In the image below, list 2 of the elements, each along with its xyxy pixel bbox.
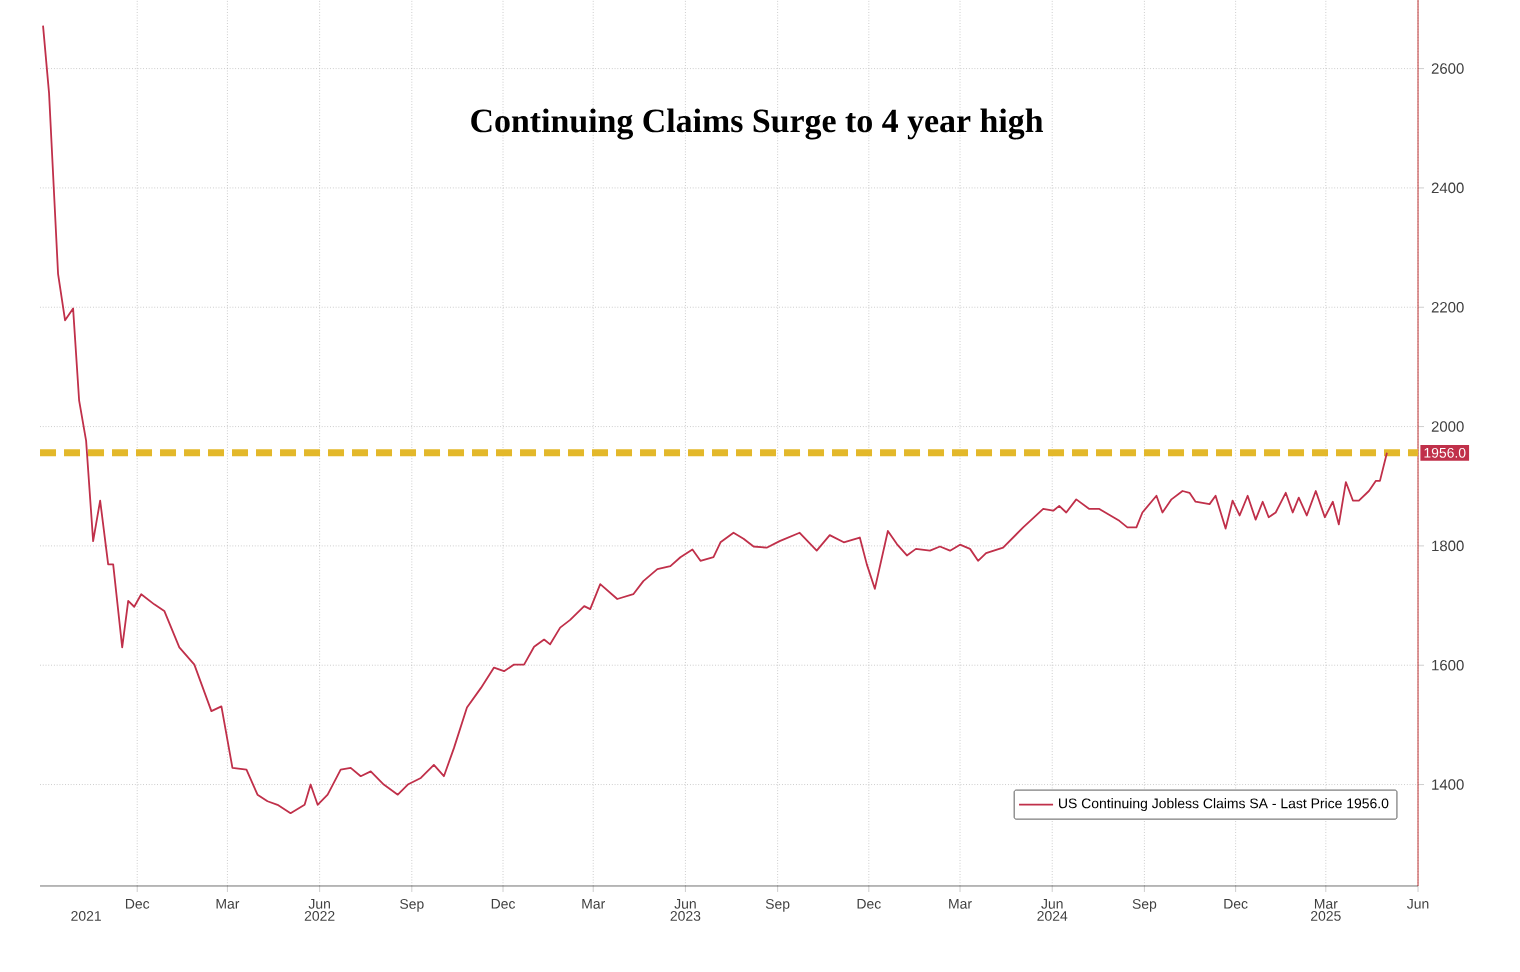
text: Continuing Claims Surge to 4 year high bbox=[471, 108, 1044, 140]
line-series bbox=[42, 24, 1388, 815]
